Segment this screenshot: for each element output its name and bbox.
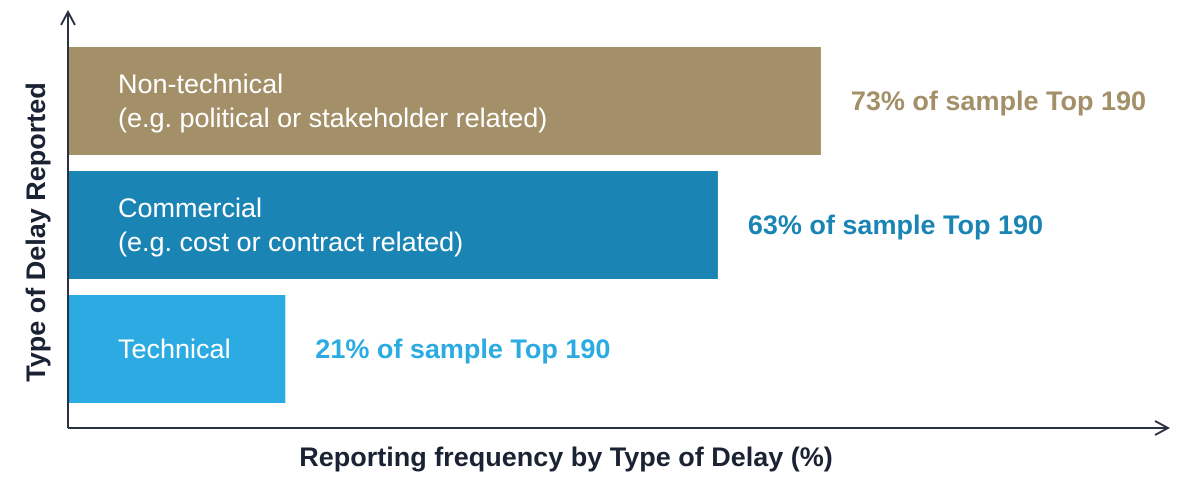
bar-category-label: Non-technical [118, 69, 283, 99]
x-axis-arrow-icon [1154, 420, 1171, 436]
bar [69, 295, 286, 403]
bar-value-label: 21% of sample Top 190 [315, 334, 610, 364]
bars: Non-technical (e.g. political or stakehol… [69, 47, 1146, 403]
bar-category-description: (e.g. political or stakeholder related) [118, 103, 547, 133]
y-axis-arrow-icon [60, 9, 76, 26]
axes [60, 9, 1171, 436]
bar-value-label: 63% of sample Top 190 [748, 210, 1043, 240]
x-axis-title: Reporting frequency by Type of Delay (%) [299, 442, 833, 472]
bar-category-description: (e.g. cost or contract related) [118, 227, 463, 257]
bar [69, 47, 821, 155]
y-axis-title: Type of Delay Reported [21, 82, 51, 382]
bar [69, 171, 718, 279]
bar-value-label: 73% of sample Top 190 [851, 86, 1146, 116]
bar-category-label: Technical [118, 334, 231, 364]
bar-category-label: Commercial [118, 193, 262, 223]
